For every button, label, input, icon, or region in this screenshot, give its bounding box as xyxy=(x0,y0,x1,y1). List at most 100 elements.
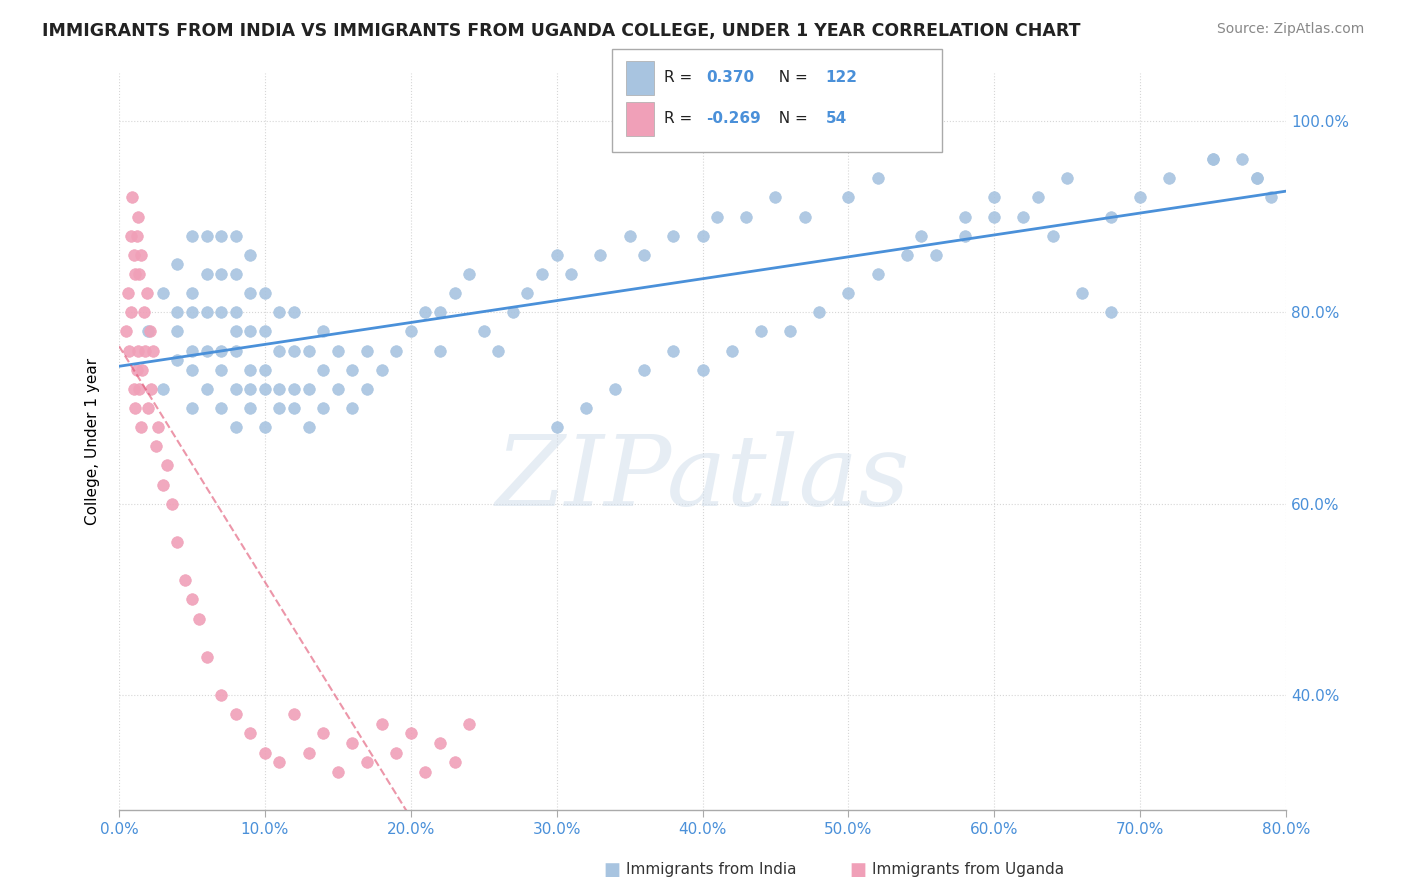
Point xyxy=(356,755,378,769)
Point xyxy=(166,305,188,319)
Text: -0.269: -0.269 xyxy=(706,112,761,126)
Point xyxy=(253,362,276,376)
Point xyxy=(225,707,247,722)
Text: Immigrants from Uganda: Immigrants from Uganda xyxy=(872,863,1064,877)
Point xyxy=(188,612,211,626)
Point xyxy=(692,362,714,376)
Text: R =: R = xyxy=(664,112,697,126)
Point xyxy=(385,746,408,760)
Point xyxy=(429,305,451,319)
Point xyxy=(131,362,153,376)
Point xyxy=(1159,171,1181,186)
Point xyxy=(633,362,655,376)
Point xyxy=(127,343,149,358)
Point xyxy=(1099,305,1122,319)
Point xyxy=(253,382,276,396)
Point xyxy=(793,210,815,224)
Point xyxy=(166,257,188,271)
Point xyxy=(1202,152,1225,166)
Point xyxy=(142,343,165,358)
Text: IMMIGRANTS FROM INDIA VS IMMIGRANTS FROM UGANDA COLLEGE, UNDER 1 YEAR CORRELATIO: IMMIGRANTS FROM INDIA VS IMMIGRANTS FROM… xyxy=(42,22,1081,40)
Point xyxy=(326,343,349,358)
Point xyxy=(128,382,150,396)
Point xyxy=(356,382,378,396)
Point xyxy=(779,325,801,339)
Point xyxy=(253,286,276,301)
Point xyxy=(181,592,204,607)
Point xyxy=(181,305,204,319)
Point xyxy=(225,382,247,396)
Point xyxy=(1056,171,1078,186)
Point xyxy=(152,286,174,301)
Point xyxy=(132,305,155,319)
Point xyxy=(720,343,742,358)
Point xyxy=(312,726,335,740)
Point xyxy=(128,267,150,281)
Text: ■: ■ xyxy=(603,861,620,879)
Point xyxy=(896,248,918,262)
Point xyxy=(866,171,889,186)
Point xyxy=(546,248,568,262)
Point xyxy=(837,286,859,301)
Point xyxy=(326,382,349,396)
Point xyxy=(209,228,232,243)
Point xyxy=(415,764,437,779)
Point xyxy=(1246,171,1268,186)
Point xyxy=(633,248,655,262)
Point xyxy=(269,343,291,358)
Point xyxy=(139,382,162,396)
Point xyxy=(166,535,188,549)
Point xyxy=(531,267,554,281)
Point xyxy=(283,401,305,415)
Point xyxy=(283,305,305,319)
Point xyxy=(765,190,787,204)
Point xyxy=(195,382,218,396)
Y-axis label: College, Under 1 year: College, Under 1 year xyxy=(86,358,100,525)
Point xyxy=(283,343,305,358)
Point xyxy=(603,382,626,396)
Point xyxy=(225,325,247,339)
Point xyxy=(239,726,262,740)
Point xyxy=(209,688,232,702)
Point xyxy=(195,649,218,664)
Point xyxy=(225,305,247,319)
Point xyxy=(342,736,364,750)
Point xyxy=(209,305,232,319)
Point xyxy=(129,248,152,262)
Point xyxy=(953,228,976,243)
Point xyxy=(589,248,612,262)
Text: 0.370: 0.370 xyxy=(706,70,754,85)
Point xyxy=(181,401,204,415)
Point xyxy=(138,325,160,339)
Text: 122: 122 xyxy=(825,70,858,85)
Text: Immigrants from India: Immigrants from India xyxy=(626,863,796,877)
Text: 54: 54 xyxy=(825,112,846,126)
Point xyxy=(152,382,174,396)
Point xyxy=(560,267,582,281)
Point xyxy=(124,267,146,281)
Point xyxy=(385,343,408,358)
Point xyxy=(692,228,714,243)
Point xyxy=(706,210,728,224)
Point xyxy=(125,228,148,243)
Point xyxy=(181,362,204,376)
Point xyxy=(209,401,232,415)
Point xyxy=(1260,190,1282,204)
Point xyxy=(239,325,262,339)
Point xyxy=(225,343,247,358)
Point xyxy=(342,401,364,415)
Point xyxy=(399,325,422,339)
Point xyxy=(195,228,218,243)
Point xyxy=(342,362,364,376)
Point xyxy=(983,210,1005,224)
Point xyxy=(370,362,392,376)
Point xyxy=(298,382,321,396)
Point xyxy=(458,717,481,731)
Point xyxy=(195,267,218,281)
Point xyxy=(443,755,465,769)
Point xyxy=(269,755,291,769)
Point xyxy=(953,210,976,224)
Point xyxy=(502,305,524,319)
Point xyxy=(145,439,167,453)
Point xyxy=(173,574,195,588)
